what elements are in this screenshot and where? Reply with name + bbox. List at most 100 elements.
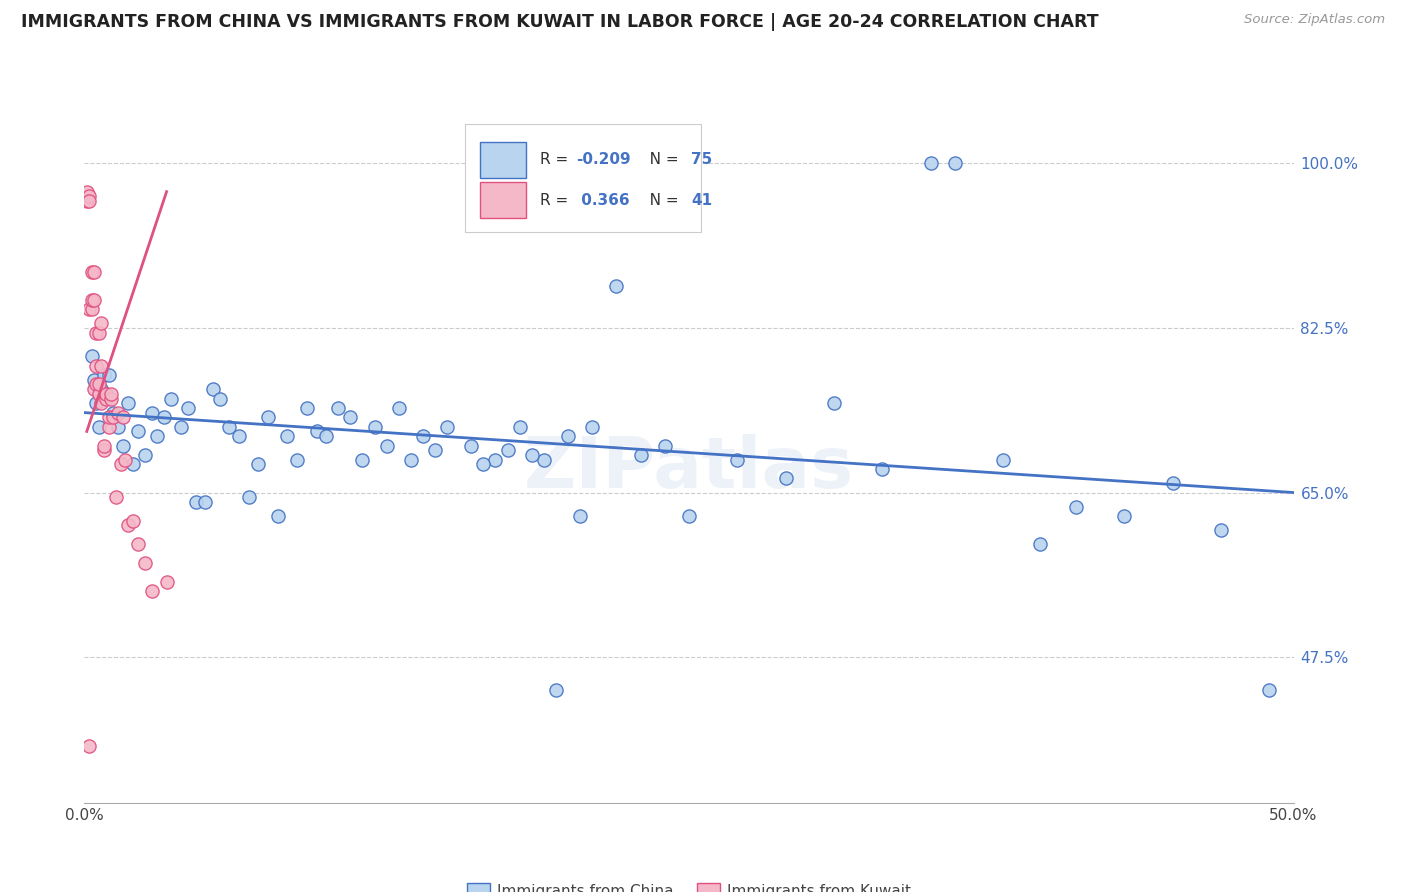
Point bbox=[100, 386, 122, 401]
Point bbox=[121, 458, 143, 472]
Point bbox=[90, 316, 112, 330]
Point bbox=[569, 509, 592, 524]
Point bbox=[83, 264, 105, 278]
Point bbox=[305, 425, 328, 439]
Point bbox=[184, 495, 207, 509]
Text: 75: 75 bbox=[692, 153, 713, 168]
Point bbox=[208, 392, 231, 406]
Point bbox=[228, 429, 250, 443]
Point bbox=[76, 185, 98, 199]
Point bbox=[107, 419, 129, 434]
Point bbox=[605, 278, 627, 293]
Point bbox=[194, 495, 217, 509]
Text: 41: 41 bbox=[692, 193, 713, 208]
Point bbox=[472, 458, 495, 472]
Point bbox=[83, 293, 105, 307]
Point bbox=[630, 448, 652, 462]
Point bbox=[678, 509, 700, 524]
Point bbox=[80, 349, 103, 363]
Point bbox=[77, 739, 100, 754]
Point bbox=[581, 419, 603, 434]
Point bbox=[484, 452, 506, 467]
Point bbox=[399, 452, 422, 467]
Text: 0.366: 0.366 bbox=[576, 193, 630, 208]
Point bbox=[94, 386, 117, 401]
Point bbox=[87, 419, 110, 434]
Text: ZIPatlas: ZIPatlas bbox=[524, 434, 853, 503]
Text: R =: R = bbox=[540, 193, 574, 208]
Point bbox=[97, 368, 120, 382]
Point bbox=[86, 326, 108, 340]
Point bbox=[1028, 537, 1050, 551]
Point bbox=[872, 462, 894, 476]
Point bbox=[295, 401, 318, 415]
Point bbox=[146, 429, 169, 443]
Point bbox=[90, 359, 112, 373]
Point bbox=[77, 189, 100, 203]
Text: N =: N = bbox=[634, 193, 683, 208]
Text: N =: N = bbox=[634, 153, 683, 168]
Point bbox=[436, 419, 458, 434]
Point bbox=[90, 396, 112, 410]
Point bbox=[533, 452, 555, 467]
Point bbox=[544, 683, 567, 698]
Point bbox=[100, 392, 122, 406]
Point bbox=[155, 574, 177, 589]
Point bbox=[1258, 683, 1281, 698]
Point bbox=[1114, 509, 1136, 524]
Point bbox=[775, 471, 797, 485]
Point bbox=[112, 410, 135, 425]
Point bbox=[1064, 500, 1087, 514]
Point bbox=[423, 443, 446, 458]
Point bbox=[76, 194, 98, 208]
Point bbox=[77, 302, 100, 317]
Point bbox=[557, 429, 579, 443]
Point bbox=[1161, 476, 1184, 491]
Point bbox=[823, 396, 845, 410]
Point bbox=[160, 392, 183, 406]
Point bbox=[110, 458, 132, 472]
Point bbox=[97, 419, 120, 434]
Point bbox=[87, 386, 110, 401]
Point bbox=[247, 458, 270, 472]
Point bbox=[103, 406, 125, 420]
Point bbox=[285, 452, 308, 467]
Point bbox=[80, 293, 103, 307]
Point bbox=[121, 514, 143, 528]
Point bbox=[112, 438, 135, 452]
Point bbox=[339, 410, 361, 425]
Point bbox=[153, 410, 176, 425]
Point bbox=[920, 156, 942, 170]
Point bbox=[267, 509, 290, 524]
Point bbox=[276, 429, 298, 443]
Point bbox=[1209, 523, 1232, 537]
Point bbox=[77, 194, 100, 208]
Point bbox=[520, 448, 543, 462]
Point bbox=[94, 386, 117, 401]
Point bbox=[363, 419, 385, 434]
Point bbox=[238, 490, 260, 504]
Point bbox=[83, 373, 105, 387]
Point bbox=[315, 429, 337, 443]
Point bbox=[134, 556, 156, 570]
Point bbox=[170, 419, 193, 434]
Point bbox=[460, 438, 482, 452]
Point bbox=[127, 425, 149, 439]
Point bbox=[104, 490, 127, 504]
Legend: Immigrants from China, Immigrants from Kuwait: Immigrants from China, Immigrants from K… bbox=[461, 877, 917, 892]
Text: R =: R = bbox=[540, 153, 574, 168]
Point bbox=[94, 392, 117, 406]
Text: Source: ZipAtlas.com: Source: ZipAtlas.com bbox=[1244, 13, 1385, 27]
Point bbox=[90, 382, 112, 396]
Point bbox=[103, 410, 125, 425]
Point bbox=[117, 396, 139, 410]
Point bbox=[654, 438, 676, 452]
FancyBboxPatch shape bbox=[465, 124, 702, 232]
Point bbox=[328, 401, 350, 415]
Text: IMMIGRANTS FROM CHINA VS IMMIGRANTS FROM KUWAIT IN LABOR FORCE | AGE 20-24 CORRE: IMMIGRANTS FROM CHINA VS IMMIGRANTS FROM… bbox=[21, 13, 1098, 31]
Point bbox=[86, 359, 108, 373]
Point bbox=[93, 438, 115, 452]
Point bbox=[83, 382, 105, 396]
Point bbox=[86, 377, 108, 392]
Point bbox=[943, 156, 966, 170]
